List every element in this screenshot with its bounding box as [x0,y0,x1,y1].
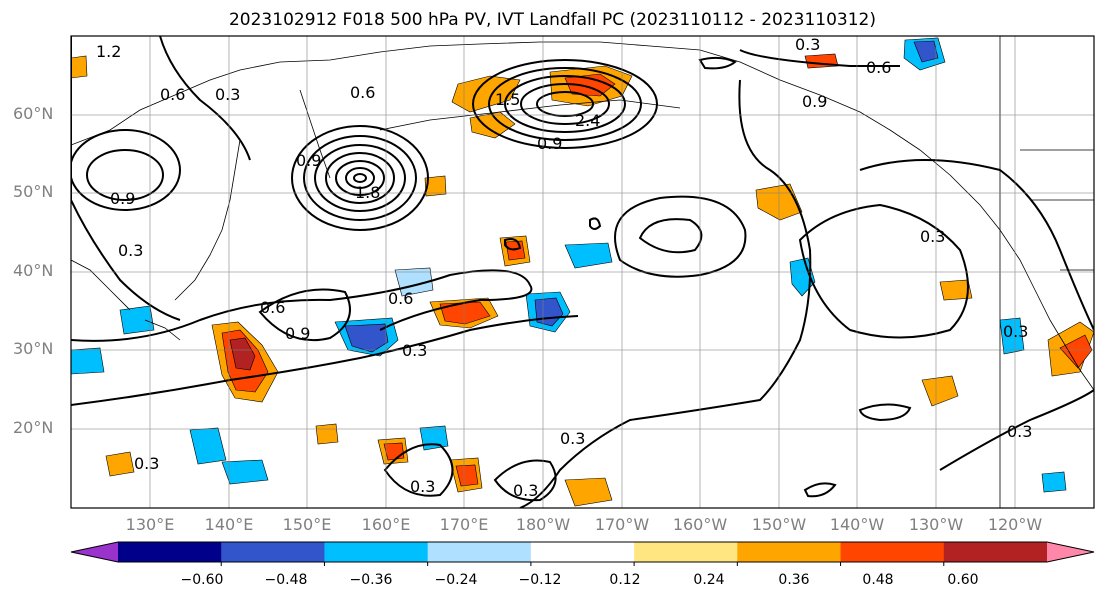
colorbar-extend-max [1047,542,1094,562]
lon-label: 170°E [439,515,489,534]
lon-label: 130°W [908,515,964,534]
colorbar-segment [118,542,222,562]
contour-label: 1.2 [96,42,121,61]
colorbar-segment [221,542,325,562]
contour-label-layer: 1.2 0.6 0.3 0.6 0.9 1.5 2.4 1.8 0.9 0.3 … [96,35,1032,500]
colorbar-segment [530,542,635,562]
contour-label: 2.4 [575,111,600,130]
contour-label: 0.9 [110,189,135,208]
colorbar-tick-label: −0.12 [518,572,562,588]
contour-label: 0.3 [410,477,435,496]
colorbar-outline [70,541,1095,563]
colorbar-segment [634,542,738,562]
lon-label: 120°W [987,515,1043,534]
colorbar-tick-label: −0.48 [264,572,308,588]
contour-label: 0.3 [1007,422,1032,441]
lon-label: 130°E [125,515,175,534]
lat-label-40n: 40°N [13,261,54,280]
contour-label: 1.8 [355,183,380,202]
contour-label: 0.6 [260,298,285,317]
contour-label: 0.3 [118,241,143,260]
contour-label: 0.3 [134,454,159,473]
graticule-grid [71,36,1094,508]
lon-label: 150°W [751,515,807,534]
contour-label: 1.5 [495,90,520,109]
contour-label: 0.6 [388,289,413,308]
contour-label: 0.9 [802,92,827,111]
colorbar-tick-label: −0.24 [434,572,478,588]
lat-label-60n: 60°N [13,104,54,123]
colorbar-segment [737,542,842,562]
colorbar-tick-label: 0.12 [609,572,641,588]
colorbar-segment [324,542,429,562]
pv-contour-layer [71,36,1094,508]
colorbar-tick-label: 0.48 [862,572,894,588]
contour-label: 0.9 [296,151,321,170]
lon-label: 140°E [204,515,254,534]
colorbar-tick-label: −0.36 [349,572,393,588]
lon-label: 170°W [594,515,650,534]
colorbar-tick-label: −0.60 [180,572,224,588]
map-frame [70,35,1095,509]
contour-label: 0.9 [285,324,310,343]
lat-label-20n: 20°N [13,418,54,437]
colorbar-tick-label: 0.24 [693,572,725,588]
contour-label: 0.3 [402,341,427,360]
contour-label: 0.3 [215,85,240,104]
contour-label: 0.3 [920,227,945,246]
lon-label: 150°E [282,515,332,534]
contour-label: 0.6 [160,85,185,104]
contour-label: 0.6 [866,58,891,77]
colorbar-segment [427,542,532,562]
contour-label: 0.9 [537,134,562,153]
lon-label: 160°E [361,515,411,534]
contour-label: 0.3 [560,429,585,448]
colorbar-tick-label: 0.60 [947,572,979,588]
colorbar-segment [840,542,945,562]
lon-label: 180°W [515,515,571,534]
lat-label-50n: 50°N [13,182,54,201]
lat-label-30n: 30°N [13,339,54,358]
contour-label: 0.3 [1003,322,1028,341]
map-title: 2023102912 F018 500 hPa PV, IVT Landfall… [228,10,876,30]
colorbar-tick-label: 0.36 [778,572,810,588]
contour-label: 0.3 [513,481,538,500]
colorbar-segment [943,542,1048,562]
lon-label: 140°W [829,515,885,534]
contour-label: 0.3 [795,35,820,54]
contour-label: 0.6 [350,83,375,102]
lon-label: 160°W [672,515,728,534]
colorbar-extend-min [71,542,118,562]
